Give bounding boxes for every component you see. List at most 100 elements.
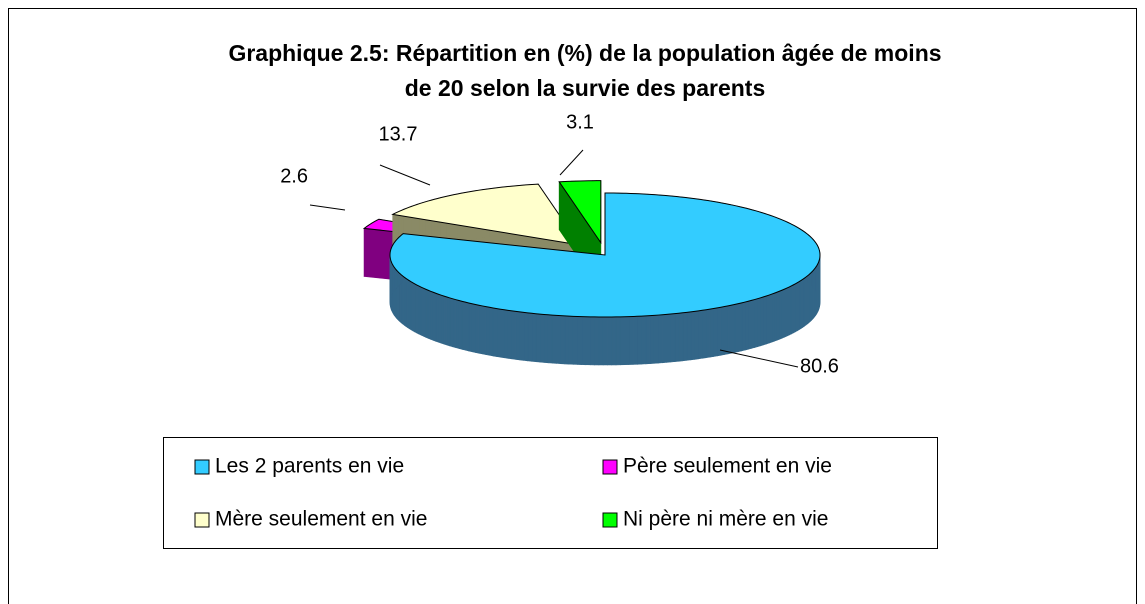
slice-side <box>585 316 591 366</box>
slice-side <box>430 290 434 341</box>
legend-label: Père seulement en vie <box>623 455 832 478</box>
legend-label: Mère seulement en vie <box>215 508 427 531</box>
slice-side <box>760 296 764 347</box>
slice-side <box>539 313 545 363</box>
slice-side <box>543 314 549 364</box>
slice-side <box>702 309 707 359</box>
slice-side <box>527 312 533 362</box>
slice-side <box>641 315 647 365</box>
legend-swatch <box>602 459 618 475</box>
slice-side <box>452 298 457 349</box>
slice-side <box>624 316 630 366</box>
leader-line <box>309 204 346 211</box>
slice-side <box>515 311 521 361</box>
slice-side <box>734 303 739 353</box>
slice-side <box>523 312 529 362</box>
slice-side <box>531 312 537 363</box>
slice-side <box>558 181 564 231</box>
slice-top <box>391 183 581 246</box>
legend-label: Les 2 parents en vie <box>215 455 404 478</box>
slice-side <box>751 299 755 349</box>
slice-side <box>577 316 583 365</box>
chart-title: de 20 selon la survie des parents <box>405 75 766 101</box>
slice-side <box>461 300 466 351</box>
slice-side <box>678 312 684 362</box>
slice-side <box>738 302 743 353</box>
slice-side <box>619 316 625 366</box>
slice-side <box>519 311 525 361</box>
slice-side <box>551 314 557 364</box>
slice-side <box>602 316 608 366</box>
legend-swatch <box>602 512 618 528</box>
slice-side <box>698 309 703 360</box>
slice-side <box>763 295 767 346</box>
slice-side <box>443 295 448 346</box>
slice-side <box>594 316 600 366</box>
slice-side <box>416 284 420 335</box>
slice-side <box>686 311 692 361</box>
slice-side <box>779 289 783 340</box>
slice-side <box>500 308 505 359</box>
slice-side <box>504 309 509 359</box>
slice-side <box>731 304 736 354</box>
slice-side <box>446 296 451 347</box>
slice-side <box>774 291 778 342</box>
slice-side <box>492 307 498 357</box>
pie <box>362 180 821 366</box>
slice-top <box>389 192 821 318</box>
slice-side <box>674 312 680 362</box>
slice-side <box>645 315 651 365</box>
slice-side <box>547 314 553 364</box>
slice-side <box>598 316 604 366</box>
slice-side <box>637 315 642 365</box>
slice-side <box>754 298 758 348</box>
slice-side <box>435 292 439 343</box>
slice-side <box>465 301 470 352</box>
slice-side <box>694 310 699 360</box>
slice-top <box>558 180 602 245</box>
slice-side <box>709 308 714 358</box>
slice-side <box>768 293 773 344</box>
slice-side <box>414 283 418 334</box>
slice-side <box>489 306 494 357</box>
slice-side <box>468 302 473 353</box>
slice-side <box>747 300 752 350</box>
legend-swatch <box>194 512 210 528</box>
slice-side <box>766 294 770 345</box>
slice-side <box>568 315 574 365</box>
slice-side <box>662 314 667 364</box>
slice-side <box>658 314 663 364</box>
slice-side <box>628 316 634 365</box>
slice-side <box>781 288 785 339</box>
slice-side <box>790 284 794 335</box>
slice-side <box>432 291 437 342</box>
slice-side <box>535 313 541 363</box>
slice-side <box>705 308 711 359</box>
slice-side <box>784 287 788 338</box>
slice-side <box>666 313 671 363</box>
legend-label: Ni père ni mère en vie <box>623 508 828 531</box>
slice-side <box>724 305 729 355</box>
slice-side <box>713 307 718 357</box>
legend-items: Les 2 parents en vie Père seulement en vi… <box>194 455 832 531</box>
pie-slice <box>389 192 821 366</box>
slice-side <box>741 301 746 352</box>
slice-side <box>744 300 749 351</box>
slice-side <box>690 311 695 361</box>
data-label: 13.7 <box>379 123 418 145</box>
slice-side <box>475 304 480 354</box>
slice-side <box>496 308 501 358</box>
slice-side <box>471 303 476 353</box>
slice-side <box>590 316 595 366</box>
slice-side <box>670 313 676 363</box>
slice-side <box>682 312 688 362</box>
chart-title: Graphique 2.5: Répartition en (%) de la … <box>228 40 941 66</box>
slice-side <box>440 294 445 345</box>
slice-side <box>717 306 722 357</box>
slice-side <box>458 300 463 350</box>
slice-side <box>485 306 490 356</box>
data-label: 2.6 <box>280 165 308 187</box>
slice-side <box>425 288 429 339</box>
leader-line <box>719 349 799 368</box>
slice-side <box>560 315 566 365</box>
